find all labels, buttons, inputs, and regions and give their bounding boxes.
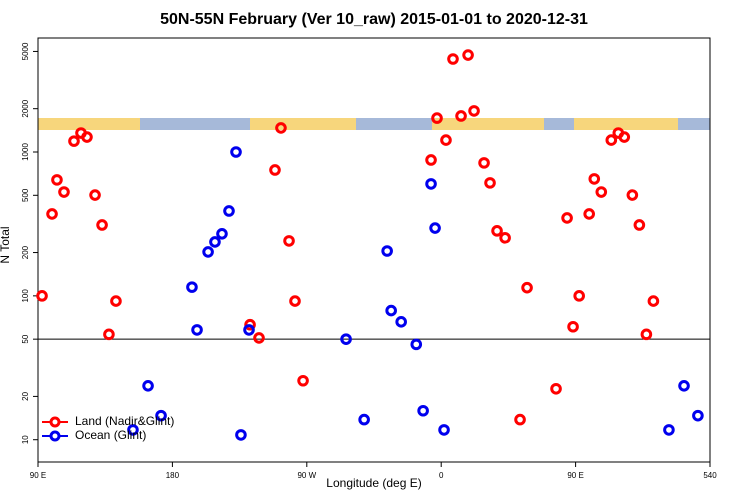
point	[447, 53, 459, 65]
point	[425, 154, 437, 166]
point	[36, 290, 48, 302]
point	[235, 429, 247, 441]
point	[275, 122, 287, 134]
y-tick-label: 100	[21, 289, 30, 303]
point	[425, 178, 437, 190]
point	[289, 295, 301, 307]
point	[244, 318, 256, 331]
point	[561, 212, 573, 224]
point	[573, 290, 585, 302]
point	[514, 413, 526, 426]
point	[110, 295, 122, 307]
point	[202, 246, 214, 258]
y-axis-label: N Total	[0, 226, 12, 263]
legend-label: Land (Nadir&Glint)	[75, 414, 174, 428]
point	[209, 236, 221, 248]
point	[155, 409, 167, 422]
y-tick-label: 1000	[21, 143, 30, 161]
point	[478, 157, 490, 169]
y-tick-label: 10	[21, 435, 30, 444]
point	[595, 186, 608, 198]
point	[521, 281, 533, 294]
y-tick-label: 50	[21, 334, 30, 343]
legend-marker	[49, 416, 61, 428]
point	[68, 135, 80, 147]
x-tick-label: 540	[703, 471, 717, 480]
y-tick-label: 200	[21, 245, 30, 259]
x-tick-label: 180	[166, 471, 180, 480]
y-tick-label: 500	[21, 188, 30, 202]
point	[51, 174, 63, 186]
x-axis-label: Longitude (deg E)	[326, 476, 421, 490]
point	[605, 134, 618, 146]
y-tick-label: 20	[21, 391, 30, 400]
point	[89, 189, 101, 201]
point	[410, 338, 423, 351]
point	[438, 424, 450, 436]
y-tick-label: 2000	[21, 99, 30, 117]
point	[81, 131, 93, 143]
point	[583, 208, 595, 220]
land-mask-band	[38, 118, 710, 130]
point	[440, 134, 452, 146]
legend-label: Ocean (Glint)	[75, 428, 146, 442]
point	[429, 222, 441, 234]
point	[253, 332, 265, 344]
point	[647, 295, 660, 307]
x-tick-label: 90 E	[30, 471, 46, 480]
point	[692, 409, 704, 422]
point	[223, 205, 235, 217]
point	[58, 186, 70, 198]
point	[550, 382, 562, 395]
point	[297, 374, 309, 387]
point	[431, 112, 443, 124]
legend-marker	[49, 430, 61, 442]
point	[462, 49, 474, 61]
point	[678, 380, 690, 392]
x-tick-label: 90 W	[297, 471, 316, 480]
point	[640, 328, 653, 341]
point	[283, 235, 295, 247]
point	[96, 219, 108, 231]
point	[186, 281, 198, 293]
point	[269, 164, 281, 176]
point	[46, 208, 58, 220]
point	[633, 219, 646, 231]
point	[499, 232, 511, 244]
point	[243, 324, 255, 336]
y-tick-label: 5000	[21, 42, 30, 60]
point	[395, 316, 407, 328]
point	[417, 404, 429, 417]
point	[626, 189, 639, 201]
point	[142, 380, 154, 392]
point	[381, 245, 393, 257]
point	[358, 413, 370, 426]
x-tick-label: 90 E	[567, 471, 583, 480]
point	[618, 131, 631, 143]
point	[663, 424, 675, 436]
point	[127, 424, 139, 436]
point	[230, 146, 242, 158]
point	[340, 333, 352, 345]
chart-title: 50N-55N February (Ver 10_raw) 2015-01-01…	[160, 11, 588, 28]
point	[385, 304, 397, 317]
plot-frame	[37, 37, 711, 463]
point	[567, 320, 579, 333]
point	[588, 173, 601, 185]
point	[216, 227, 228, 240]
point	[468, 105, 480, 117]
point	[191, 324, 203, 336]
point	[484, 177, 496, 189]
point	[491, 225, 503, 237]
x-tick-label: 0	[439, 471, 444, 480]
point	[103, 328, 115, 341]
point	[455, 110, 467, 122]
